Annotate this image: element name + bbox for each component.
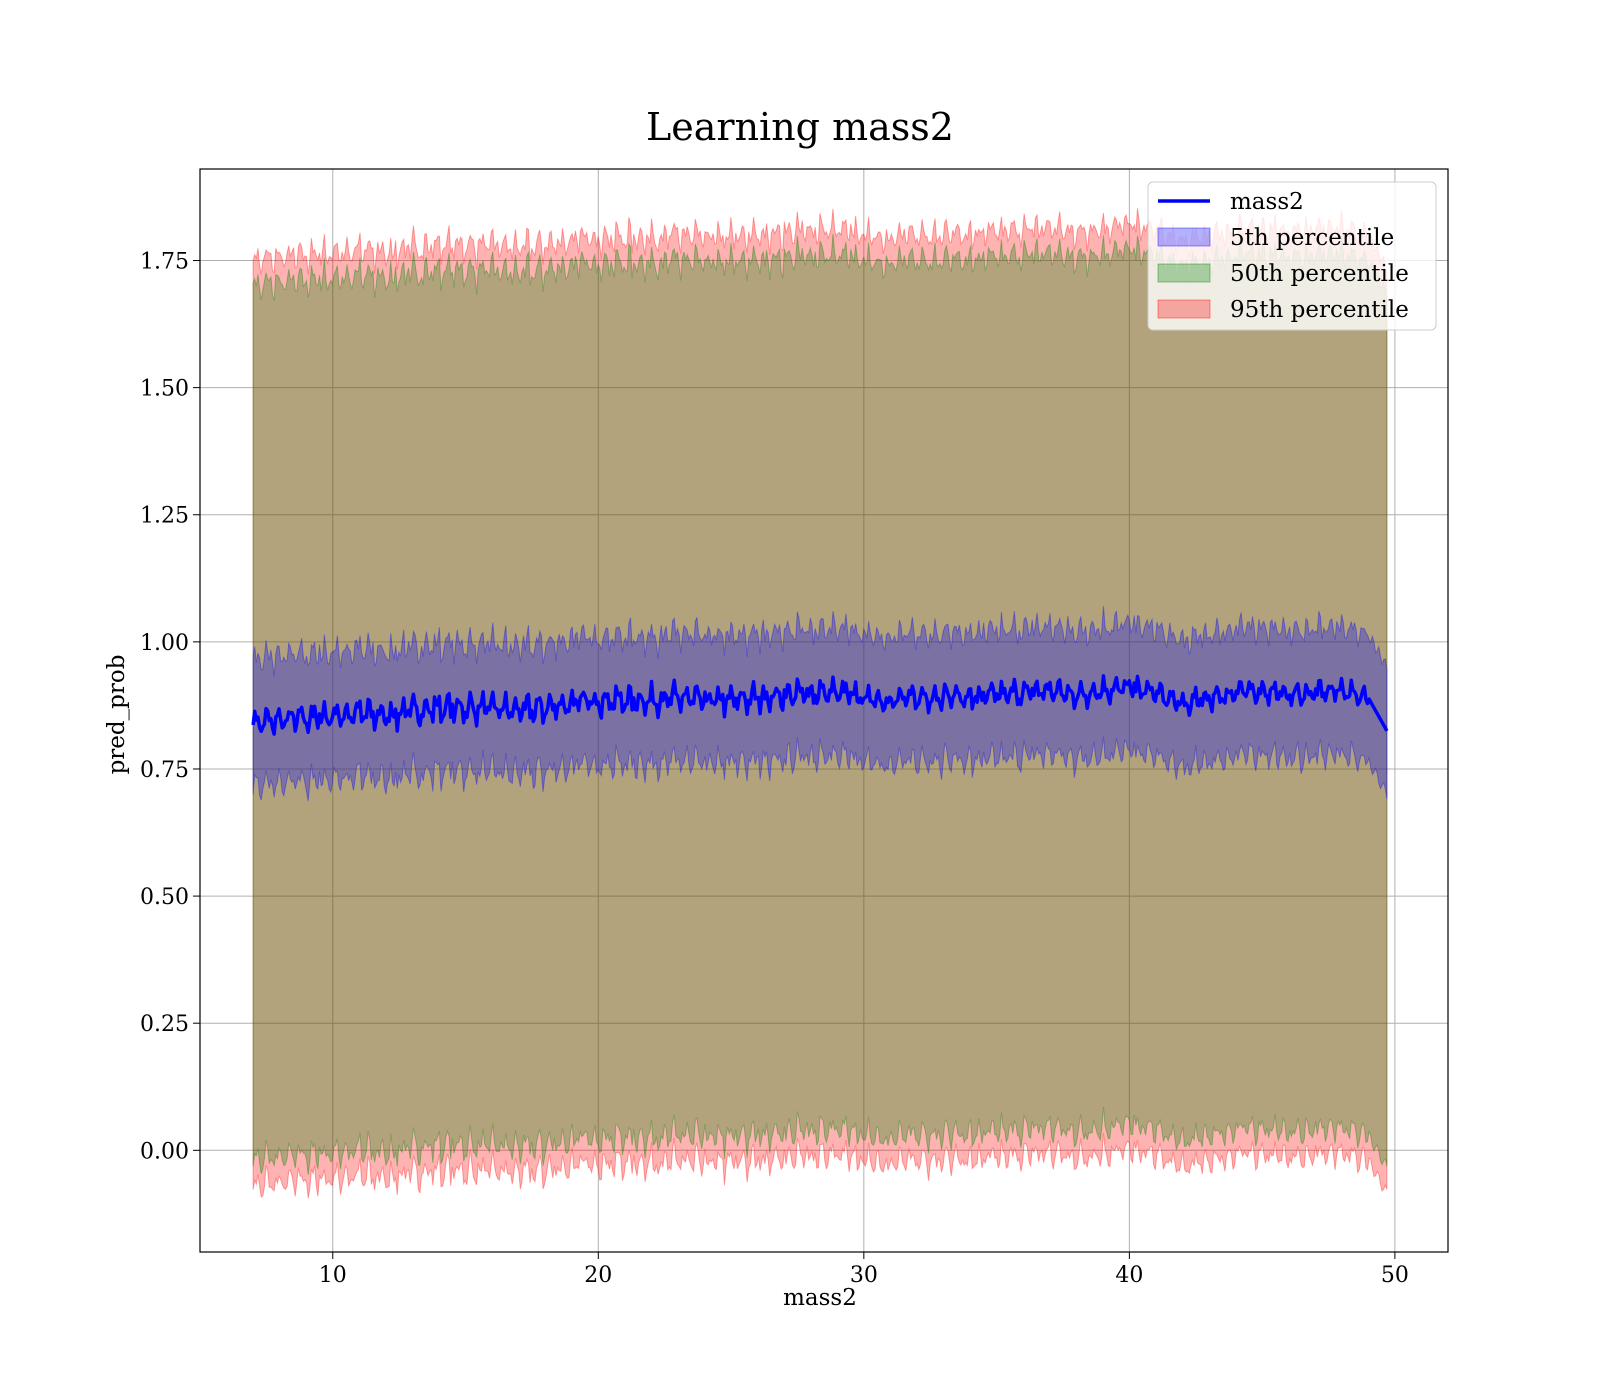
band-95th-percentile bbox=[252, 208, 1388, 1199]
legend-label: mass2 bbox=[1230, 189, 1304, 215]
tick-layer: 10 20 30 40 50 0.00 0.25 0.50 0.75 1.00 1.25 1.50 1.… bbox=[140, 250, 1409, 1288]
y-tick-label: 1.25 bbox=[140, 504, 189, 529]
x-tick-label: 30 bbox=[850, 1263, 878, 1288]
legend-swatch bbox=[1157, 299, 1211, 319]
y-tick-label: 0.00 bbox=[140, 1139, 189, 1164]
y-axis-label: pred_prob bbox=[104, 655, 130, 775]
x-tick-label: 40 bbox=[1115, 1263, 1143, 1288]
legend-label: 50th percentile bbox=[1230, 261, 1409, 287]
y-tick-label: 1.50 bbox=[140, 377, 189, 402]
series-line-mass2 bbox=[251, 674, 1389, 736]
legend-box bbox=[1147, 181, 1437, 331]
legend-label: 5th percentile bbox=[1230, 225, 1394, 251]
legend-label: 95th percentile bbox=[1230, 297, 1409, 323]
x-tick-label: 10 bbox=[319, 1263, 347, 1288]
y-tick-label: 1.75 bbox=[140, 250, 189, 275]
band-50th-percentile bbox=[252, 233, 1388, 1175]
band-5th-percentile bbox=[252, 606, 1388, 802]
legend-swatch bbox=[1157, 227, 1211, 247]
x-tick-label: 20 bbox=[584, 1263, 612, 1288]
legend-swatch bbox=[1157, 263, 1211, 283]
x-axis-label: mass2 bbox=[783, 1285, 857, 1311]
legend: mass2 5th percentile 50th percentile 95th p… bbox=[1147, 181, 1437, 331]
y-tick-label: 1.00 bbox=[140, 631, 189, 656]
plot-frame bbox=[199, 168, 1449, 1253]
x-tick-label: 50 bbox=[1381, 1263, 1409, 1288]
band-layer bbox=[252, 208, 1388, 1199]
y-tick-label: 0.25 bbox=[140, 1012, 189, 1037]
chart-title: Learning mass2 bbox=[646, 105, 954, 149]
y-tick-label: 0.75 bbox=[140, 758, 189, 783]
y-tick-label: 0.50 bbox=[140, 885, 189, 910]
line-layer bbox=[251, 674, 1389, 736]
